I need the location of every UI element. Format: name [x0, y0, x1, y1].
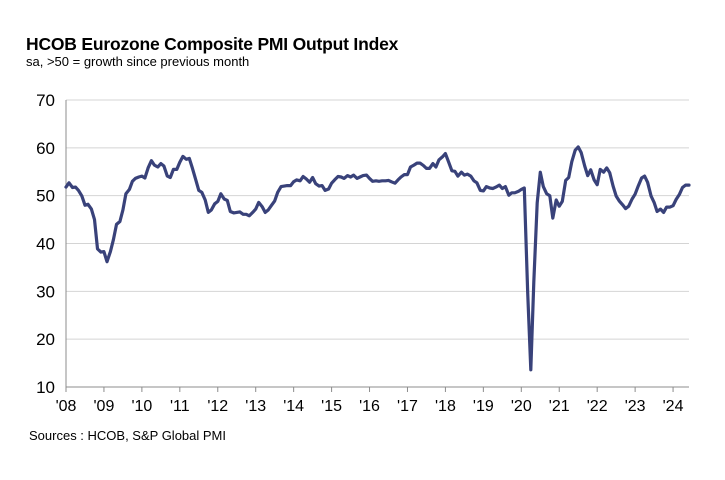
- x-tick-label-2023: '23: [625, 398, 646, 415]
- x-tick-label-2021: '21: [549, 398, 570, 415]
- chart-source: Sources : HCOB, S&P Global PMI: [29, 428, 226, 443]
- x-axis: '08 '09 '10 '11 '12 '13 '14 '15 '16 '17 '18 '19 '20 '…: [56, 386, 689, 415]
- gridlines: [66, 99, 689, 340]
- x-tick-label-2013: '13: [245, 398, 266, 415]
- x-tick-label-2008: '08: [56, 398, 77, 415]
- x-tick-label-2014: '14: [283, 398, 304, 415]
- series-layer: [64, 145, 691, 372]
- y-tick-label-50: 50: [36, 187, 55, 206]
- x-tick-label-2010: '10: [131, 398, 152, 415]
- x-tick-label-2015: '15: [321, 398, 342, 415]
- y-tick-label-60: 60: [36, 139, 55, 158]
- x-tick-label-2009: '09: [94, 398, 115, 415]
- x-tick-label-2016: '16: [359, 398, 380, 415]
- x-tick-label-2020: '20: [511, 398, 532, 415]
- x-tick-label-2018: '18: [435, 398, 456, 415]
- x-tick-label-2017: '17: [397, 398, 418, 415]
- y-tick-label-30: 30: [36, 282, 55, 301]
- chart-subtitle: sa, >50 = growth since previous month: [26, 54, 250, 69]
- x-tick-label-2022: '22: [587, 398, 608, 415]
- y-tick-label-70: 70: [36, 91, 55, 110]
- series-line-0: [64, 145, 691, 372]
- y-tick-label-40: 40: [36, 235, 55, 254]
- x-tick-label-2019: '19: [473, 398, 494, 415]
- x-tick-label-2012: '12: [207, 398, 228, 415]
- x-tick-label-2024: '24: [663, 398, 684, 415]
- y-tick-label-10: 10: [36, 378, 55, 397]
- y-axis: 10 20 30 40 50 60 70: [36, 91, 67, 397]
- chart-title: HCOB Eurozone Composite PMI Output Index: [26, 34, 399, 54]
- y-tick-label-20: 20: [36, 330, 55, 349]
- x-tick-label-2011: '11: [170, 398, 190, 415]
